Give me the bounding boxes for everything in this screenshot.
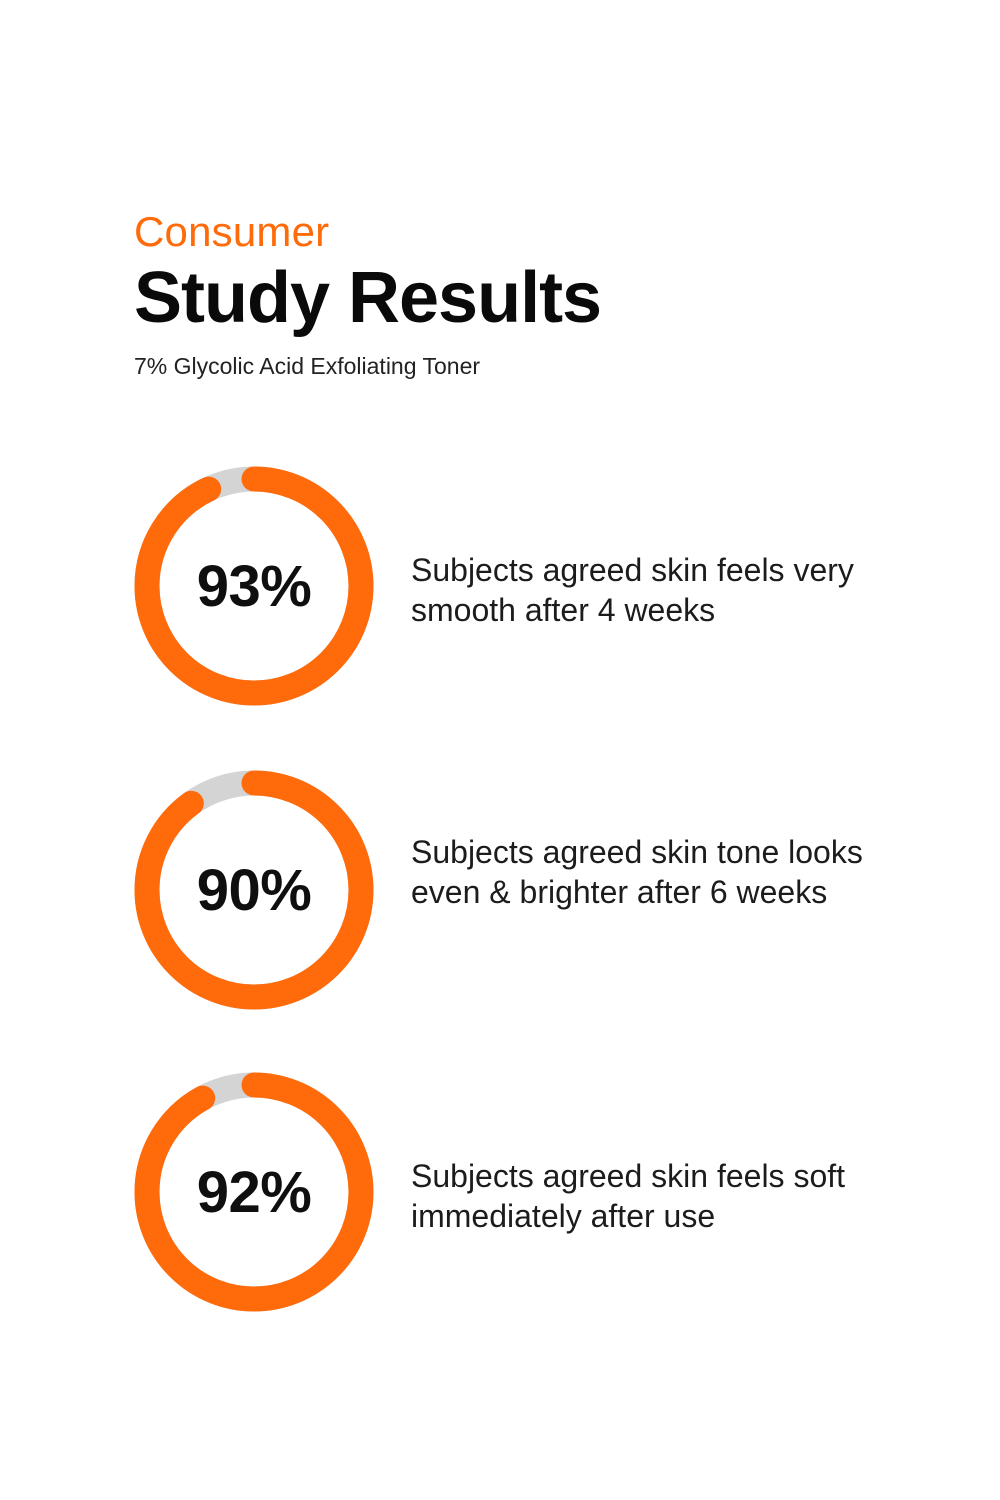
- stat-row-soft: 92% Subjects agreed skin feels soft imme…: [134, 1072, 894, 1312]
- donut-svg: [134, 466, 374, 706]
- stat-description: Subjects agreed skin feels soft immediat…: [411, 1158, 846, 1234]
- donut-value-label: 92%: [196, 1159, 312, 1225]
- donut-chart: 92%: [134, 1072, 374, 1312]
- product-subtitle: 7% Glycolic Acid Exfoliating Toner: [134, 353, 481, 379]
- stat-description: Subjects agreed skin feels very smooth a…: [411, 552, 854, 628]
- donut-arc: [134, 1072, 374, 1312]
- donut-chart: 93%: [134, 466, 374, 706]
- donut-value-label: 90%: [196, 857, 312, 923]
- donut-svg: [134, 1072, 374, 1312]
- stat-row-tone: 90% Subjects agreed skin tone looks even…: [134, 770, 894, 1010]
- stat-row-smooth: 93% Subjects agreed skin feels very smoo…: [134, 466, 894, 706]
- header: Consumer Study Results 7% Glycolic Acid …: [134, 205, 602, 381]
- donut-svg: [134, 770, 374, 1010]
- donut-value-label: 93%: [196, 553, 312, 619]
- donut-arc: [134, 466, 374, 706]
- donut-arc: [134, 770, 374, 1010]
- donut-chart: 90%: [134, 770, 374, 1010]
- page-title: Study Results: [134, 258, 602, 338]
- stat-description: Subjects agreed skin tone looks even & b…: [411, 834, 863, 910]
- eyebrow-label: Consumer: [134, 208, 330, 255]
